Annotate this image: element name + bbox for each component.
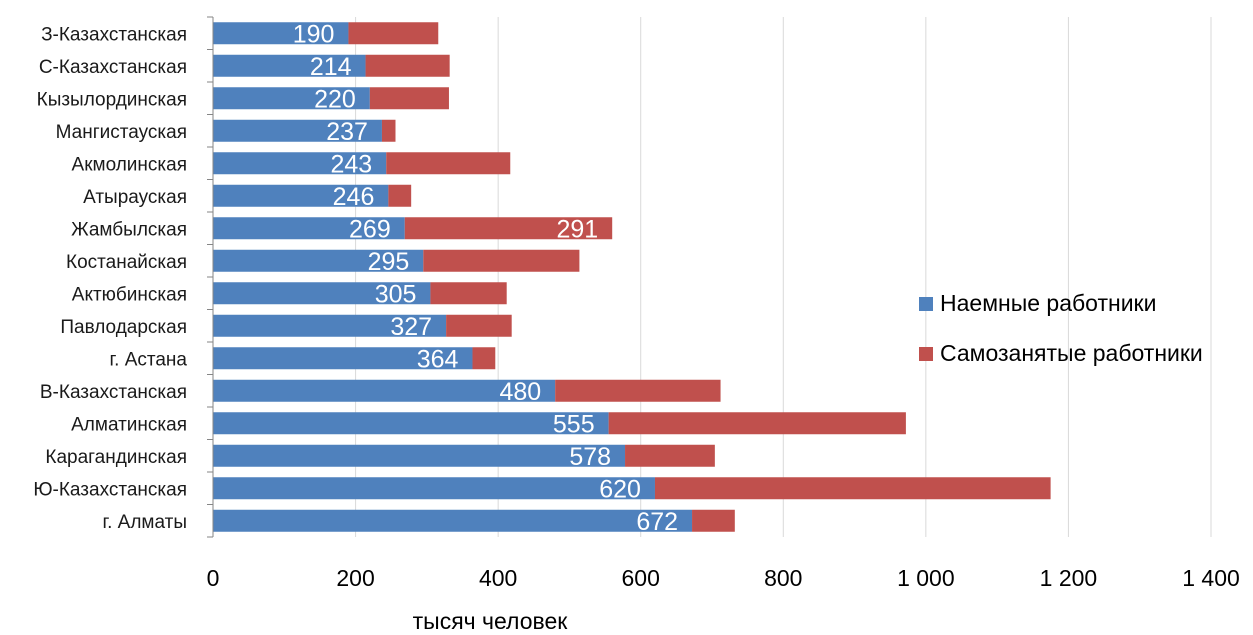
legend: Наемные работники Самозанятые работники xyxy=(919,290,1203,366)
bar-segment xyxy=(213,509,693,532)
x-tick-label: 1 200 xyxy=(1040,565,1098,591)
data-labels: 190 214 220 237 243 246 269 291 295 305 327 364 480 5… xyxy=(293,20,678,536)
category-label: Кызылординская xyxy=(37,89,187,110)
bar-segment xyxy=(213,444,626,467)
bar-segment xyxy=(472,347,496,370)
x-tick-label: 800 xyxy=(764,565,802,591)
bar-segment xyxy=(430,282,507,305)
x-axis-title: тысяч человек xyxy=(413,608,569,634)
data-label: 480 xyxy=(499,378,541,406)
bar-segment xyxy=(381,119,396,142)
legend-label: Самозанятые работники xyxy=(940,340,1203,366)
bar-segment xyxy=(348,22,439,45)
bar-segment xyxy=(386,152,511,175)
data-label: 291 xyxy=(556,215,598,243)
data-label: 364 xyxy=(417,345,459,373)
bar-segment xyxy=(213,87,370,110)
category-label: Алматинская xyxy=(71,414,187,435)
legend-swatch xyxy=(919,347,933,361)
bar-segment xyxy=(369,87,449,110)
category-label: Актюбинская xyxy=(72,284,187,305)
data-label: 672 xyxy=(636,508,678,536)
category-label: Карагандинская xyxy=(45,447,187,468)
x-tick-label: 200 xyxy=(336,565,374,591)
category-label: В-Казахстанская xyxy=(40,382,187,403)
category-label: Акмолинская xyxy=(72,154,187,175)
bar-segment xyxy=(213,412,609,435)
bar-segment xyxy=(213,347,473,370)
category-label: С-Казахстанская xyxy=(39,57,187,78)
bar-segment xyxy=(388,184,412,207)
grid-lines xyxy=(355,17,1212,537)
bar-segment xyxy=(213,217,405,240)
bar-segment xyxy=(423,249,580,272)
x-tick-label: 600 xyxy=(622,565,660,591)
data-label: 578 xyxy=(569,443,611,471)
category-labels: З-Казахстанская С-Казахстанская Кызылордин… xyxy=(33,24,187,533)
bar-segment xyxy=(446,314,512,337)
x-tick-label: 1 000 xyxy=(897,565,955,591)
bar-segment xyxy=(213,379,556,402)
category-label: З-Казахстанская xyxy=(41,24,187,45)
bar-segment xyxy=(213,184,389,207)
bar-segment xyxy=(213,119,382,142)
bar-segment xyxy=(213,314,447,337)
category-label: Мангистауская xyxy=(56,122,187,143)
data-label: 214 xyxy=(310,53,352,81)
data-label: 220 xyxy=(314,85,356,113)
x-tick-label: 0 xyxy=(207,565,220,591)
data-label: 620 xyxy=(599,475,641,503)
category-label: Костанайская xyxy=(66,252,187,273)
category-label: г. Астана xyxy=(110,349,188,370)
legend-swatch xyxy=(919,297,933,311)
data-label: 305 xyxy=(375,280,417,308)
category-label: Павлодарская xyxy=(60,317,187,338)
bar-segment xyxy=(213,282,431,305)
bar-segment xyxy=(404,217,613,240)
x-tick-label: 1 400 xyxy=(1182,565,1240,591)
axes xyxy=(207,16,214,538)
bar-segment xyxy=(608,412,906,435)
legend-label: Наемные работники xyxy=(940,290,1156,316)
data-label: 269 xyxy=(349,215,391,243)
data-label: 295 xyxy=(368,248,410,276)
bar-segment xyxy=(213,22,349,45)
bar-segment xyxy=(213,477,655,500)
data-label: 555 xyxy=(553,410,595,438)
bar-segment xyxy=(365,54,450,77)
data-label: 327 xyxy=(390,313,432,341)
bar-segment xyxy=(625,444,715,467)
data-label: 237 xyxy=(326,118,368,146)
data-label: 246 xyxy=(333,183,375,211)
bars xyxy=(213,22,1051,532)
bar-segment xyxy=(213,54,366,77)
x-tick-label: 400 xyxy=(479,565,517,591)
x-tick-labels: 0 200 400 600 800 1 000 1 200 1 400 xyxy=(207,565,1240,591)
bar-segment xyxy=(213,249,424,272)
bar-segment xyxy=(654,477,1051,500)
data-label: 190 xyxy=(293,20,335,48)
bar-segment xyxy=(692,509,735,532)
category-label: г. Алматы xyxy=(103,512,188,533)
category-label: Атырауская xyxy=(83,187,187,208)
bar-segment xyxy=(555,379,721,402)
category-label: Жамбылская xyxy=(71,219,187,240)
bar-segment xyxy=(213,152,387,175)
data-label: 243 xyxy=(331,150,373,178)
category-label: Ю-Казахстанская xyxy=(33,479,187,500)
